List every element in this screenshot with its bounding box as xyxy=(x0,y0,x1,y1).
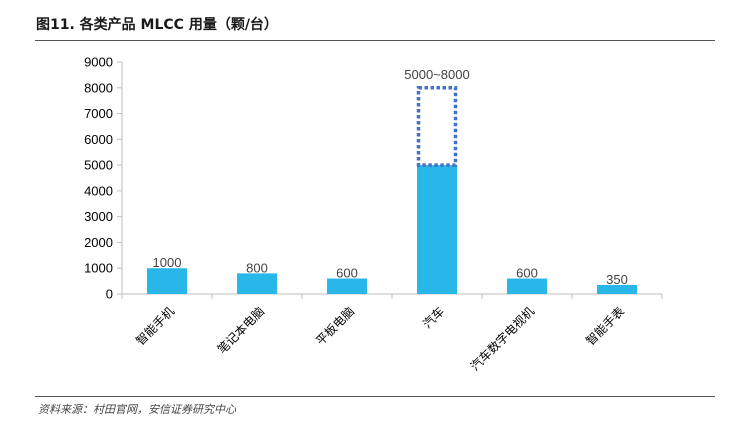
data-label: 1000 xyxy=(153,255,182,270)
range-band xyxy=(416,86,458,167)
y-tick-label: 5000 xyxy=(84,158,113,173)
category-label: 汽车数字电视机 xyxy=(467,304,537,374)
source-note: 资料来源：村田官网，安信证券研究中心 xyxy=(38,403,236,416)
title-divider xyxy=(35,40,715,41)
category-label: 平板电脑 xyxy=(313,304,357,348)
category-label: 智能手表 xyxy=(583,304,628,349)
bar xyxy=(237,273,277,294)
page-title: 图11. 各类产品 MLCC 用量（颗/台） xyxy=(36,17,278,33)
y-tick-label: 2000 xyxy=(84,235,113,250)
category-label: 汽车 xyxy=(420,304,448,332)
data-label: 800 xyxy=(246,260,268,275)
category-label: 智能手机 xyxy=(133,304,178,349)
category-label: 笔记本电脑 xyxy=(214,304,267,357)
y-tick-label: 0 xyxy=(106,287,113,302)
bar xyxy=(597,284,637,294)
bar xyxy=(417,165,457,294)
data-label: 5000~8000 xyxy=(404,67,469,82)
y-tick-label: 9000 xyxy=(84,55,113,70)
y-tick-label: 1000 xyxy=(84,261,113,276)
y-tick-label: 7000 xyxy=(84,106,113,121)
y-tick-label: 8000 xyxy=(84,80,113,95)
bar xyxy=(147,268,187,294)
y-tick-label: 4000 xyxy=(84,183,113,198)
data-label: 600 xyxy=(516,266,538,281)
bar xyxy=(507,278,547,294)
y-tick-label: 6000 xyxy=(84,132,113,147)
footer-divider xyxy=(35,396,715,397)
y-tick-label: 3000 xyxy=(84,209,113,224)
bar xyxy=(327,278,367,294)
data-label: 350 xyxy=(606,272,628,287)
data-label: 600 xyxy=(336,266,358,281)
